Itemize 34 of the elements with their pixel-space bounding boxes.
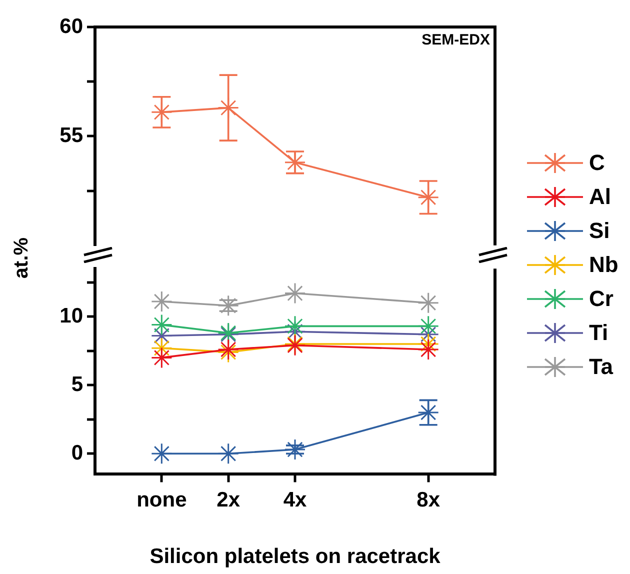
point	[418, 338, 440, 360]
point	[284, 282, 306, 304]
point	[418, 315, 440, 337]
x-tick-label: 2x	[216, 488, 240, 512]
legend-label: C	[589, 150, 605, 176]
point	[150, 314, 172, 336]
legend-label: Al	[589, 184, 611, 210]
point	[284, 315, 306, 337]
point	[284, 438, 306, 460]
y-tick-label: 0	[71, 441, 83, 464]
point	[218, 97, 240, 119]
y-tick-label: 5	[71, 372, 84, 396]
y-tick-label: 10	[60, 304, 83, 328]
y-tick-label: 60	[60, 14, 83, 38]
x-axis-title: Silicon platelets on racetrack	[150, 545, 441, 568]
y-axis-title: at.%	[10, 237, 34, 279]
annotation: SEM-EDX	[422, 32, 490, 49]
x-tick-label: 8x	[416, 488, 440, 512]
point	[418, 186, 440, 208]
x-tick-label: 4x	[283, 488, 307, 512]
x-tick-label: none	[136, 488, 187, 512]
legend-label: Si	[589, 218, 610, 244]
legend-label: Ta	[589, 354, 614, 380]
point	[218, 294, 240, 316]
point	[150, 101, 172, 123]
point	[150, 346, 172, 368]
legend-label: Nb	[589, 252, 618, 278]
point	[218, 442, 240, 464]
y-tick-label: 55	[60, 124, 84, 147]
point	[150, 290, 172, 312]
point	[418, 292, 440, 314]
point	[150, 442, 172, 464]
legend-label: Ti	[589, 320, 608, 346]
legend-label: Cr	[589, 286, 614, 312]
